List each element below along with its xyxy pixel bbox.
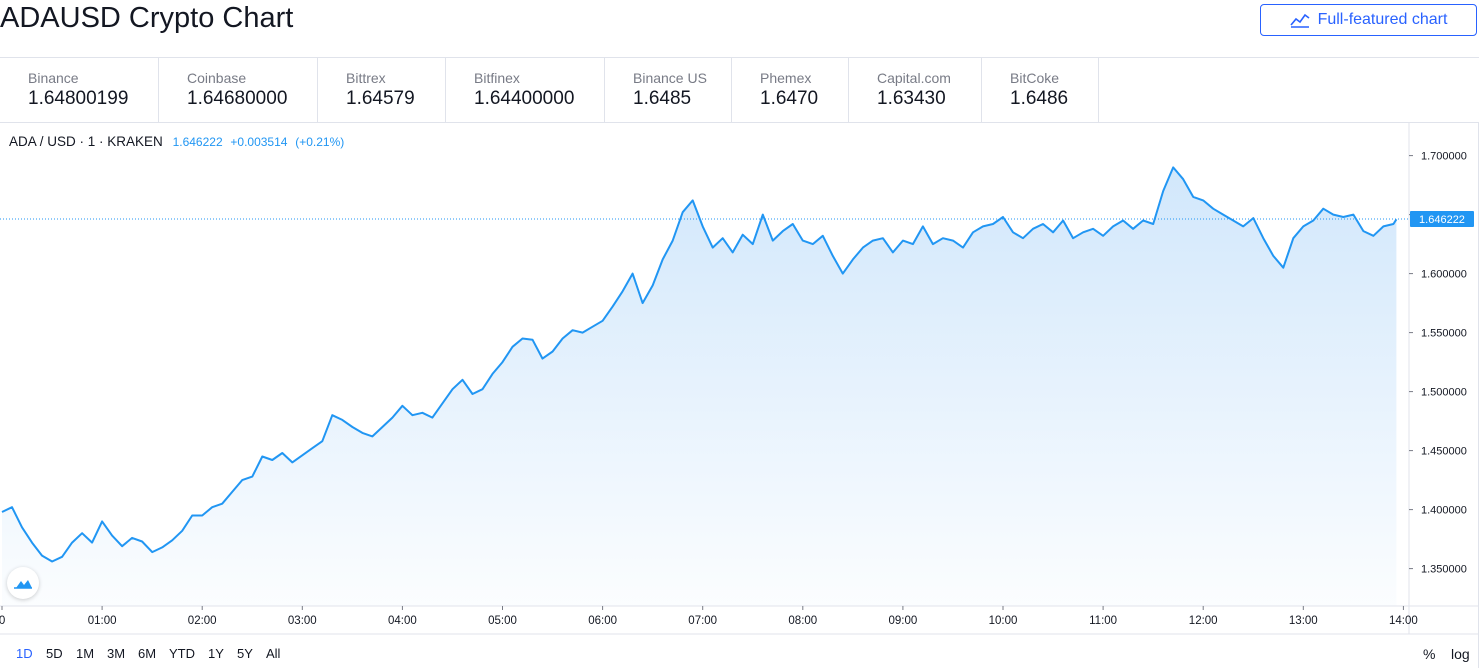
y-tick-label: 1.700000 — [1421, 151, 1467, 163]
exchange-bitfinex[interactable]: Bitfinex 1.64400000 — [446, 58, 605, 122]
y-tick-label: 1.600000 — [1421, 269, 1467, 281]
x-tick-label: 12:00 — [1189, 615, 1218, 627]
exchange-name: Binance — [28, 70, 79, 86]
exchange-binance-us[interactable]: Binance US 1.6485 — [605, 58, 732, 122]
x-tick-label: 02:00 — [188, 615, 217, 627]
tradingview-logo[interactable] — [7, 567, 39, 599]
x-tick-label: 08:00 — [788, 615, 817, 627]
exchange-price: 1.63430 — [877, 88, 946, 109]
price-line — [1, 166, 1398, 563]
exchange-name: Phemex — [760, 70, 812, 86]
price-area-fill — [2, 167, 1397, 606]
period-all[interactable]: All — [266, 646, 281, 661]
exchange-phemex[interactable]: Phemex 1.6470 — [732, 58, 849, 122]
y-tick-label: 1.550000 — [1421, 328, 1467, 340]
exchange-name: Coinbase — [187, 70, 247, 86]
period-5y[interactable]: 5Y — [237, 646, 253, 661]
chart-legend: ADA / USD · 1 · KRAKEN 1.646222 +0.00351… — [9, 134, 344, 149]
period-3m[interactable]: 3M — [107, 646, 126, 661]
last-price-label: 1.646222 — [1419, 214, 1465, 226]
exchange-price: 1.6470 — [760, 88, 819, 109]
legend-change-pct: (+0.21%) — [295, 135, 345, 149]
y-tick-label: 1.450000 — [1421, 446, 1467, 458]
exchange-price: 1.64800199 — [28, 88, 129, 109]
x-tick-label: 04:00 — [388, 615, 417, 627]
period-toolbar: 1D 5D 1M 3M 6M YTD 1Y 5Y All % log — [0, 636, 1479, 668]
exchange-price: 1.64400000 — [474, 88, 575, 109]
period-1y[interactable]: 1Y — [208, 646, 224, 661]
period-ytd[interactable]: YTD — [169, 646, 195, 661]
exchange-capital-com[interactable]: Capital.com 1.63430 — [849, 58, 982, 122]
legend-change: +0.003514 — [230, 135, 288, 149]
exchange-name: Bittrex — [346, 70, 386, 86]
exchange-name: Binance US — [633, 70, 707, 86]
y-tick-label: 1.400000 — [1421, 505, 1467, 517]
exchange-price-bar: Binance 1.64800199 Coinbase 1.64680000 B… — [0, 57, 1479, 123]
chart-container[interactable] — [0, 123, 1479, 668]
exchange-bitcoke[interactable]: BitCoke 1.6486 — [982, 58, 1099, 122]
exchange-name: Bitfinex — [474, 70, 520, 86]
period-5d[interactable]: 5D — [46, 646, 63, 661]
page-title: ADAUSD Crypto Chart — [0, 2, 294, 34]
x-tick-label: 0 — [0, 615, 5, 627]
full-featured-chart-button[interactable]: Full-featured chart — [1260, 4, 1477, 36]
legend-symbol: ADA / USD · 1 · KRAKEN — [9, 134, 163, 149]
period-1m[interactable]: 1M — [76, 646, 95, 661]
x-tick-label: 11:00 — [1089, 615, 1117, 627]
x-tick-label: 06:00 — [588, 615, 617, 627]
percent-toggle[interactable]: % — [1423, 646, 1436, 662]
x-tick-label: 07:00 — [688, 615, 717, 627]
exchange-price: 1.64680000 — [187, 88, 288, 109]
period-6m[interactable]: 6M — [138, 646, 157, 661]
x-tick-label: 13:00 — [1289, 615, 1318, 627]
x-tick-label: 05:00 — [488, 615, 517, 627]
chart-line-icon — [1289, 12, 1310, 28]
legend-last-price: 1.646222 — [172, 135, 223, 149]
exchange-name: BitCoke — [1010, 70, 1060, 86]
period-1d[interactable]: 1D — [16, 646, 33, 661]
y-tick-label: 1.500000 — [1421, 387, 1467, 399]
log-toggle[interactable]: log — [1451, 646, 1470, 662]
exchange-price: 1.6486 — [1010, 88, 1069, 109]
x-tick-label: 01:00 — [88, 615, 117, 627]
exchange-name: Capital.com — [877, 70, 951, 86]
exchange-coinbase[interactable]: Coinbase 1.64680000 — [159, 58, 318, 122]
x-tick-label: 10:00 — [989, 615, 1018, 627]
cloud-icon — [14, 580, 32, 589]
full-featured-chart-label: Full-featured chart — [1317, 11, 1448, 28]
x-tick-label: 03:00 — [288, 615, 317, 627]
exchange-binance[interactable]: Binance 1.64800199 — [0, 58, 159, 122]
exchange-bittrex[interactable]: Bittrex 1.64579 — [318, 58, 446, 122]
y-tick-label: 1.350000 — [1421, 564, 1467, 576]
exchange-price: 1.64579 — [346, 88, 415, 109]
exchange-price: 1.6485 — [633, 88, 692, 109]
x-tick-label: 09:00 — [889, 615, 918, 627]
last-price-badge — [1410, 211, 1474, 228]
x-tick-label: 14:00 — [1389, 615, 1418, 627]
